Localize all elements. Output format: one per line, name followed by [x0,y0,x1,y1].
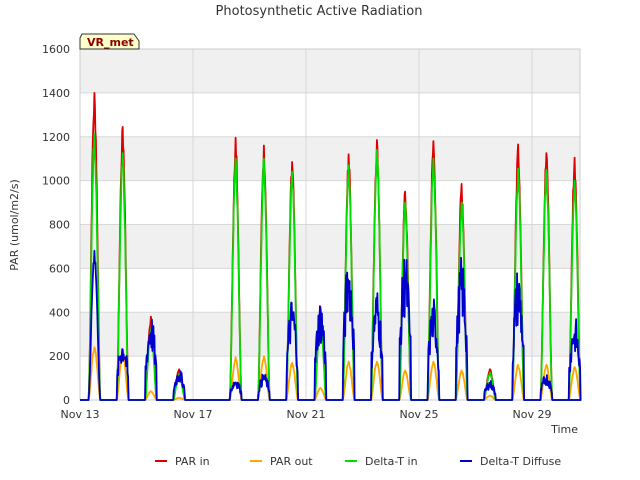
plot-band [80,224,580,269]
plot-background [80,49,580,400]
legend-label: PAR in [175,455,210,468]
y-axis-label: PAR (umol/m2/s) [8,179,21,271]
legend-label: Delta-T Diffuse [480,455,561,468]
x-tick-label: Nov 29 [512,408,551,421]
x-tick-label: Nov 13 [61,408,100,421]
x-tick-label: Nov 25 [399,408,438,421]
y-tick-label: 800 [49,219,70,232]
series-line-delta-t-diffuse [80,249,582,401]
legend-label: PAR out [270,455,313,468]
y-axis: 0 200 400 600 800 1000 1200 1400 1600 [42,43,70,407]
x-axis-label: Time [550,423,578,436]
plot-band [80,268,580,313]
legend: PAR in PAR out Delta-T in Delta-T Diffuse [155,455,561,468]
y-tick-label: 1400 [42,87,70,100]
plot-band [80,356,580,400]
plot-band [80,92,580,137]
site-label: VR_met [87,36,134,49]
plot-band [80,136,580,181]
series-group [80,92,582,401]
y-tick-label: 1200 [42,131,70,144]
y-tick-label: 1600 [42,43,70,56]
plot-band [80,180,580,225]
y-tick-label: 1000 [42,175,70,188]
plot-band [80,312,580,357]
x-tick-label: Nov 21 [287,408,326,421]
y-tick-label: 600 [49,262,70,275]
y-tick-label: 0 [63,394,70,407]
site-label-badge: VR_met [79,33,140,50]
legend-label: Delta-T in [365,455,418,468]
plot-band [80,49,580,93]
x-axis: Nov 13 Nov 17 Nov 21 Nov 25 Nov 29 [61,408,552,421]
y-tick-label: 200 [49,350,70,363]
x-tick-label: Nov 17 [174,408,213,421]
chart-title: Photosynthetic Active Radiation [216,4,423,19]
y-tick-label: 400 [49,306,70,319]
